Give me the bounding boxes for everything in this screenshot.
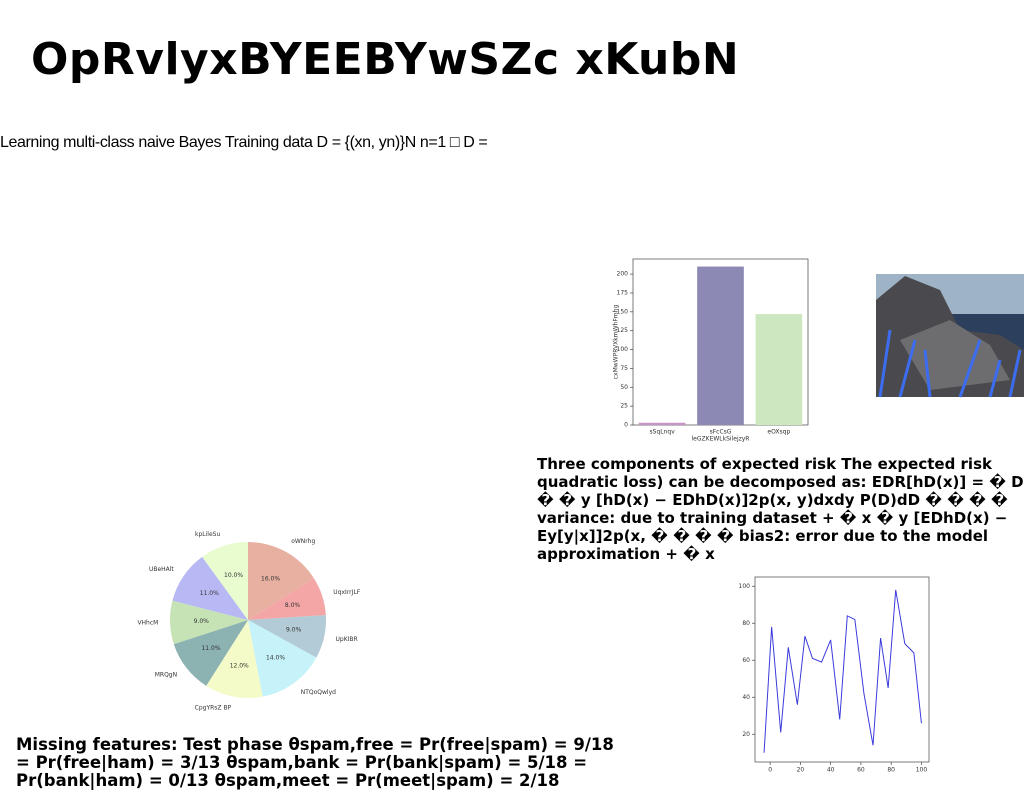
slice-label: CpgYRsZ BP <box>195 705 232 712</box>
slice-label: kpLileSu <box>195 531 220 538</box>
y-tick-label: 100 <box>617 346 629 353</box>
risk-text: Three components of expected risk The ex… <box>537 455 1024 563</box>
slice-value-label: 11.0% <box>201 645 220 652</box>
x-tick-label: 0 <box>768 767 772 774</box>
y-tick-label: 40 <box>742 694 750 701</box>
y-tick-label: 125 <box>617 327 629 334</box>
slice-value-label: 9.0% <box>286 627 302 634</box>
y-axis-label: cxMwWPRVXkmWhFmhg <box>613 305 620 380</box>
y-tick-label: 0 <box>624 422 628 429</box>
line-series <box>763 589 922 753</box>
y-tick-label: 50 <box>620 384 628 391</box>
y-tick-label: 150 <box>617 308 629 315</box>
slice-label: MRQgN <box>155 671 177 678</box>
slice-value-label: 16.0% <box>261 575 280 582</box>
pie-slice <box>202 542 248 620</box>
slice-label: oWNrhg <box>291 538 315 545</box>
slice-value-label: 11.0% <box>200 590 219 597</box>
x-tick-label: 40 <box>827 767 835 774</box>
y-tick-label: 25 <box>620 403 628 410</box>
x-tick-label: 100 <box>916 767 928 774</box>
pie-slice <box>248 615 326 658</box>
x-tick-label: 80 <box>887 767 895 774</box>
y-tick-label: 80 <box>742 620 750 627</box>
bar <box>638 422 686 425</box>
pie-slice <box>172 556 248 620</box>
pie-slice <box>248 620 317 697</box>
y-tick-label: 75 <box>620 365 628 372</box>
slice-value-label: 10.0% <box>224 572 243 579</box>
bar <box>697 266 744 425</box>
pie-slice <box>248 578 326 620</box>
slice-value-label: 8.0% <box>285 602 301 609</box>
slice-label: UBeHAlt <box>149 566 174 573</box>
slice-label: VHhcM <box>137 619 158 626</box>
y-tick-label: 175 <box>617 289 629 296</box>
plot-frame <box>754 576 930 763</box>
pie-slice <box>169 600 248 645</box>
x-tick-label: 60 <box>857 767 865 774</box>
x-tick-label: eOXsqp <box>767 429 790 436</box>
intro-text: Learning multi-class naive Bayes Trainin… <box>0 134 488 151</box>
bar <box>755 314 803 425</box>
y-tick-label: 20 <box>742 731 750 738</box>
slice-label: UpKIBR <box>336 636 358 643</box>
missing-text: Missing features: Test phase θspam,free … <box>16 735 614 790</box>
pie-slice <box>206 620 263 699</box>
x-tick-label: 20 <box>797 767 805 774</box>
slice-label: NTQoQwlyd <box>301 689 336 696</box>
pie-slice <box>248 542 314 620</box>
x-tick-label: sFcCsG <box>710 429 732 436</box>
slice-label: UqxIrrJLF <box>333 589 360 596</box>
slice-value-label: 12.0% <box>230 662 249 669</box>
y-tick-label: 60 <box>742 657 750 664</box>
slice-value-label: 9.0% <box>194 618 210 625</box>
y-tick-label: 100 <box>739 583 751 590</box>
x-tick-label: sSqLnqv <box>650 429 676 436</box>
y-tick-label: 200 <box>617 271 629 278</box>
pie-slice <box>173 620 248 686</box>
x-axis-label: leGZKEWLkSilejzyR <box>692 436 750 443</box>
photo <box>876 274 1024 398</box>
slice-value-label: 14.0% <box>266 654 285 661</box>
page-title: OpRvlyxBYEEBYwSZc xKubN <box>31 34 740 85</box>
